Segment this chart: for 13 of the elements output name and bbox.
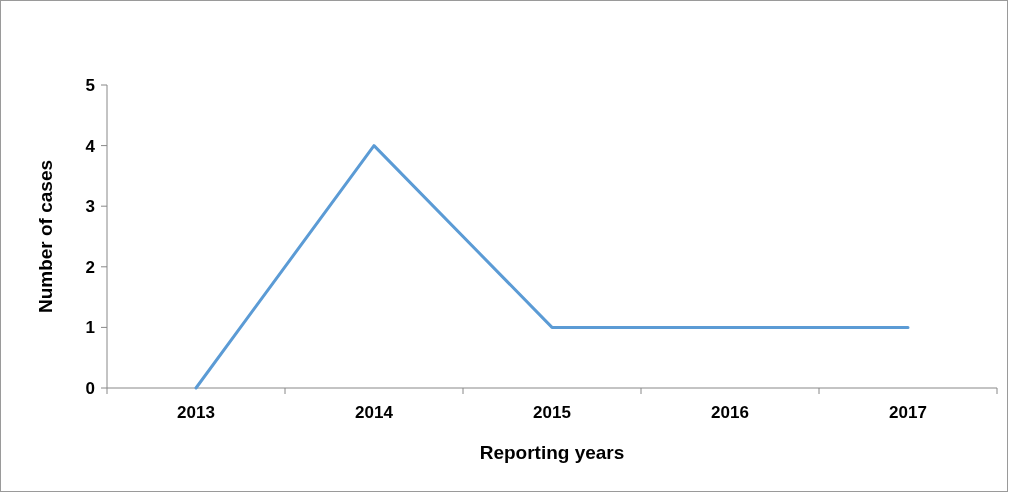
y-tick-label: 5	[85, 75, 95, 95]
y-axis-title: Number of cases	[35, 159, 56, 314]
y-tick-label: 2	[85, 257, 95, 277]
x-tick-label: 2015	[533, 403, 571, 422]
y-tick-label: 4	[85, 136, 96, 156]
y-tick-label: 0	[85, 378, 95, 398]
x-tick-label: 2013	[177, 403, 215, 422]
y-tick-label: 1	[85, 318, 95, 338]
x-tick-label: 2017	[889, 403, 927, 422]
x-axis-title: Reporting years	[479, 442, 625, 463]
y-tick-label: 3	[85, 197, 95, 217]
x-tick-label: 2014	[355, 403, 394, 422]
x-tick-label: 2016	[711, 403, 749, 422]
